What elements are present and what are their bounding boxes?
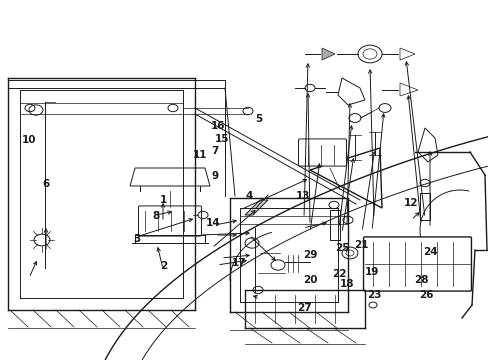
Text: 18: 18 — [339, 279, 354, 289]
Text: 9: 9 — [211, 171, 218, 181]
FancyBboxPatch shape — [138, 206, 201, 236]
Text: 23: 23 — [366, 290, 381, 300]
Text: 13: 13 — [295, 191, 310, 201]
Text: 27: 27 — [296, 303, 311, 313]
Text: 21: 21 — [354, 240, 368, 250]
Text: 3: 3 — [133, 234, 140, 244]
Text: 29: 29 — [303, 250, 317, 260]
Text: 15: 15 — [215, 134, 229, 144]
Text: 2: 2 — [160, 261, 167, 271]
Text: 11: 11 — [193, 150, 207, 160]
Text: 7: 7 — [211, 146, 219, 156]
Polygon shape — [244, 200, 267, 215]
Text: 25: 25 — [334, 243, 349, 253]
Text: 10: 10 — [22, 135, 37, 145]
Text: 16: 16 — [210, 121, 224, 131]
Text: 20: 20 — [303, 275, 317, 285]
Text: 22: 22 — [332, 269, 346, 279]
Text: 6: 6 — [43, 179, 50, 189]
Text: 14: 14 — [205, 218, 220, 228]
Text: 8: 8 — [153, 211, 160, 221]
Text: 5: 5 — [255, 114, 262, 124]
Text: 17: 17 — [232, 258, 246, 268]
Text: 28: 28 — [413, 275, 428, 285]
Text: 24: 24 — [422, 247, 437, 257]
Polygon shape — [321, 48, 334, 60]
Text: 4: 4 — [245, 191, 253, 201]
Text: 26: 26 — [418, 290, 433, 300]
Text: 19: 19 — [364, 267, 378, 277]
Text: 1: 1 — [160, 195, 167, 205]
Text: 12: 12 — [403, 198, 417, 208]
FancyBboxPatch shape — [363, 237, 470, 291]
FancyBboxPatch shape — [298, 139, 346, 166]
